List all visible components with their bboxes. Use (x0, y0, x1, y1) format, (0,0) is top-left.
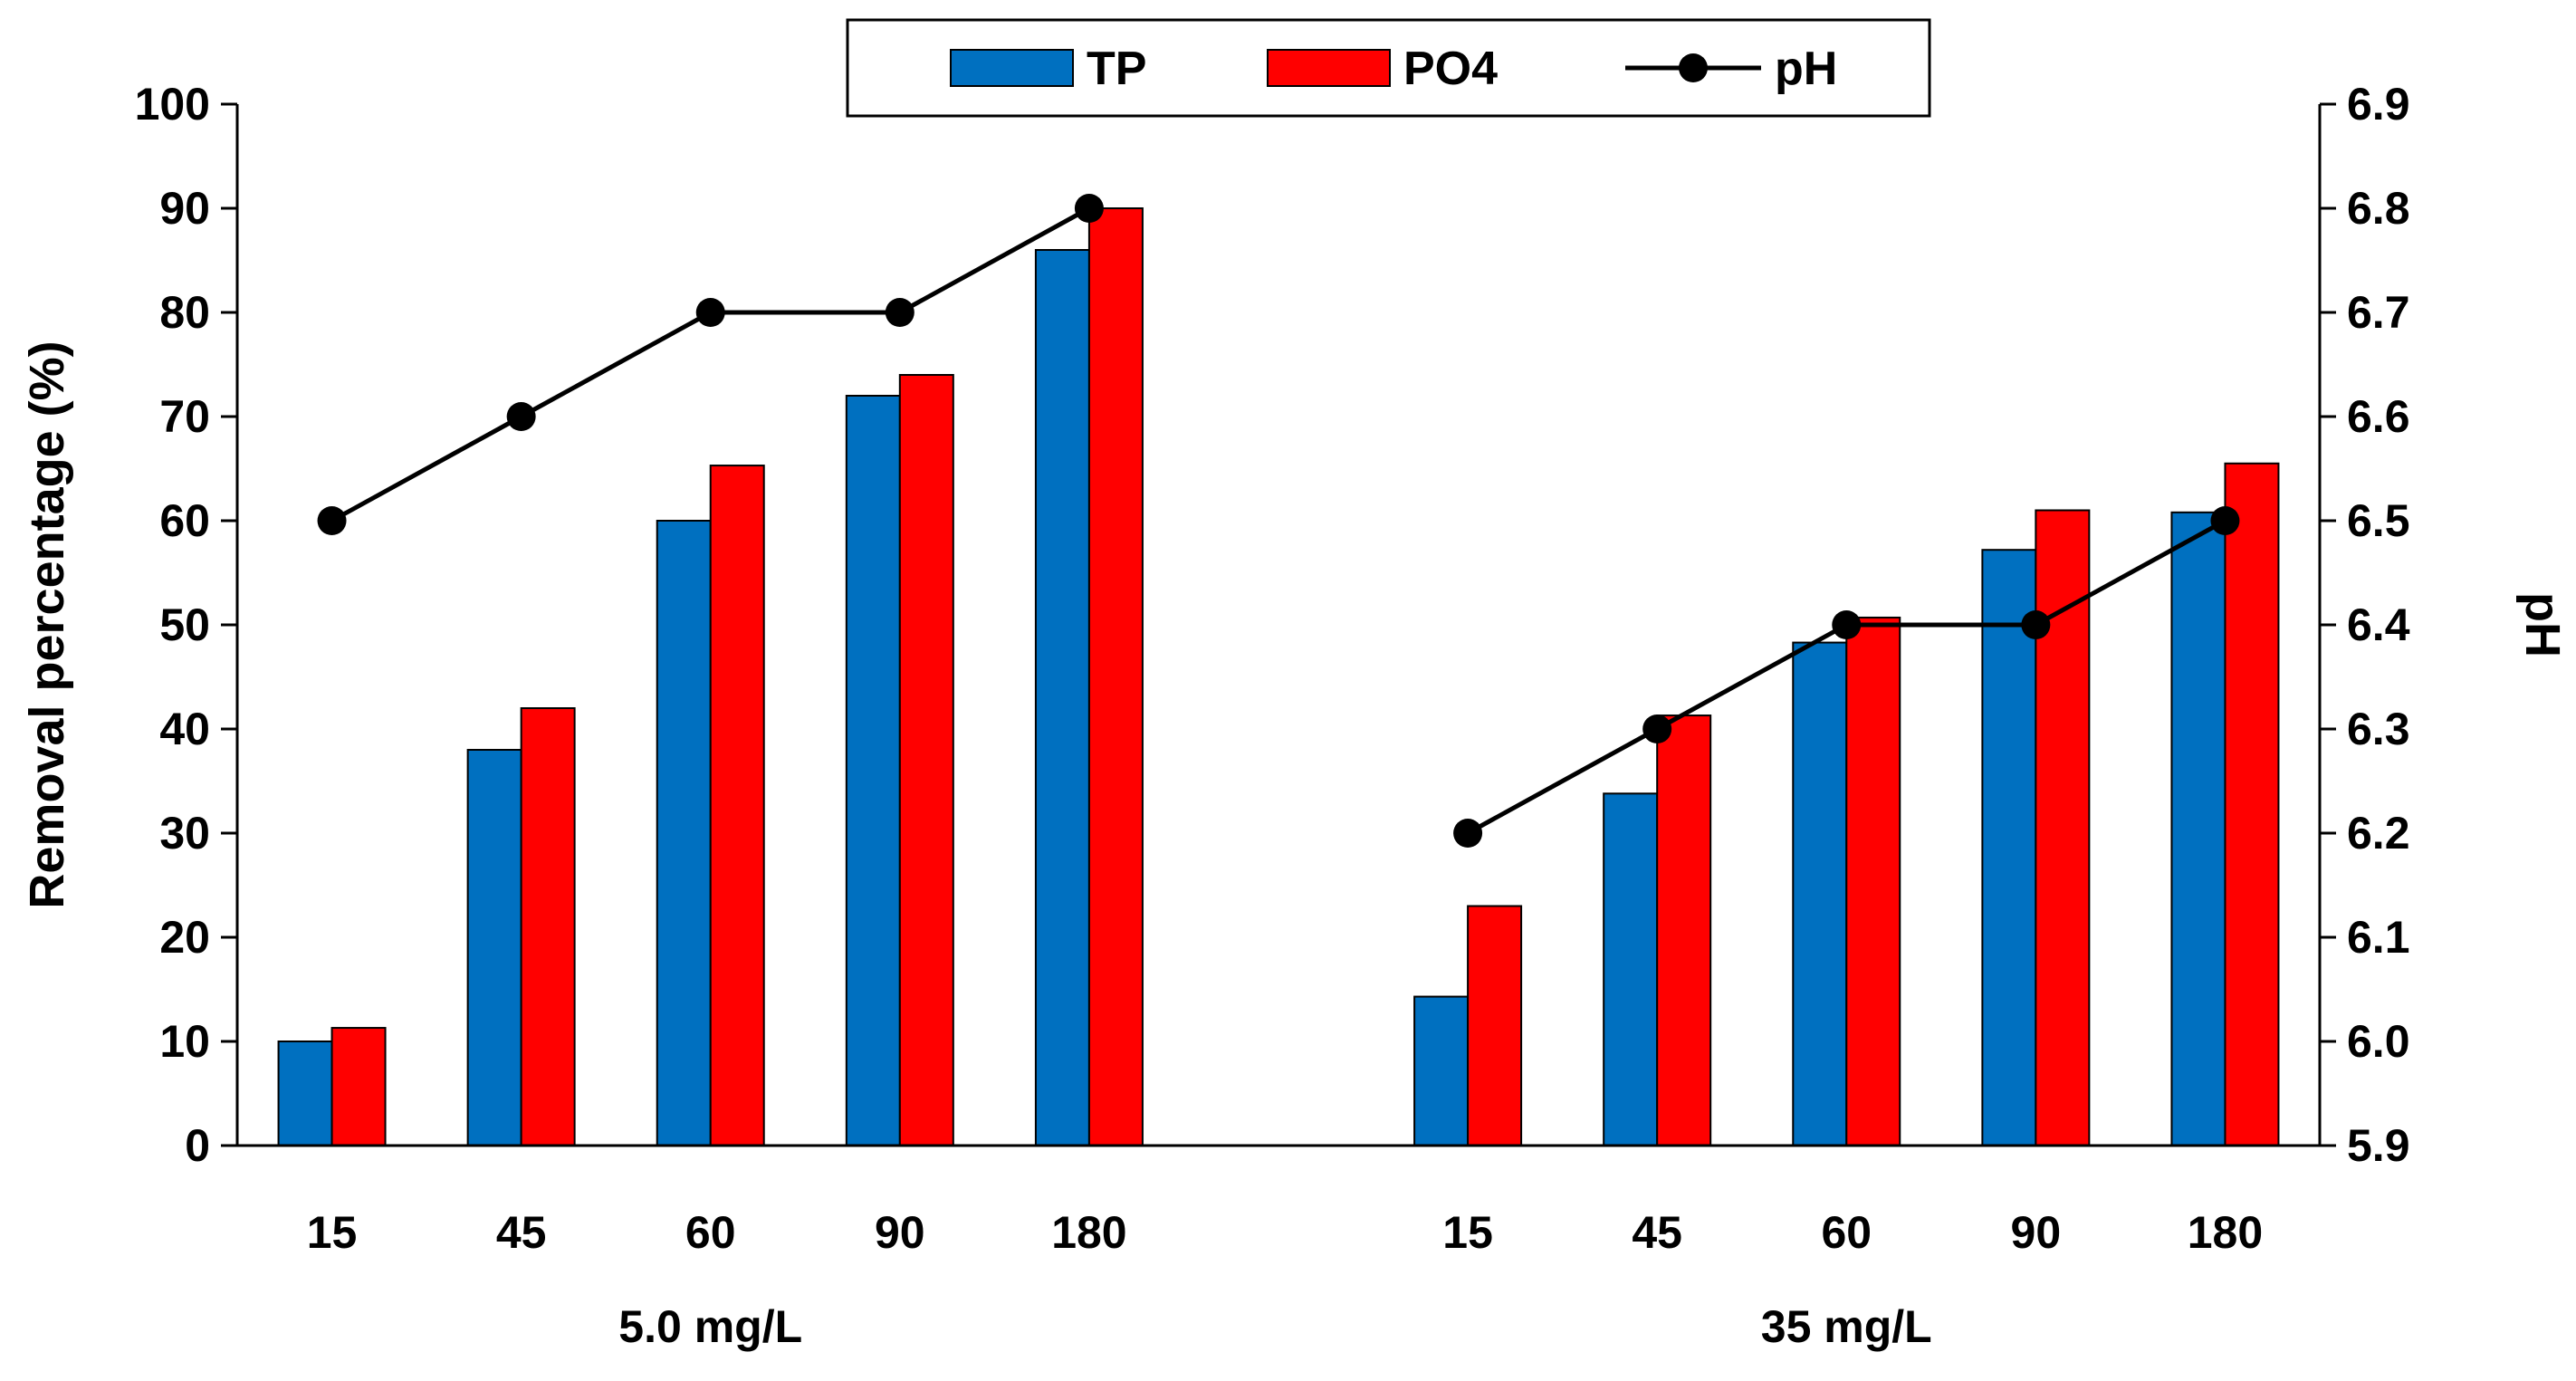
legend-swatch-ph-marker (1679, 53, 1708, 82)
y2-tick-label-4: 6.3 (2347, 704, 2410, 754)
ph-point-0-1 (506, 402, 536, 431)
bar-tp-0-4 (1034, 249, 1090, 1146)
ph-point-0-2 (695, 298, 725, 327)
legend-swatch-tp (950, 49, 1074, 87)
ph-line-layer (317, 194, 2240, 848)
y2-tick-label-5: 6.4 (2347, 599, 2410, 650)
bar-po4-0-2 (709, 465, 765, 1146)
y2-tick-label-6: 6.5 (2347, 495, 2410, 546)
y2-axis-title: pH (2515, 592, 2570, 657)
y2-tick-label-8: 6.7 (2347, 287, 2410, 338)
legend-label-tp: TP (1087, 43, 1146, 95)
y2-tick-label-9: 6.8 (2347, 183, 2410, 234)
bar-po4-0-3 (898, 374, 954, 1146)
bar-po4-1-4 (2224, 462, 2280, 1146)
ph-point-0-3 (885, 298, 915, 327)
bar-tp-1-2 (1792, 641, 1848, 1146)
bar-po4-0-4 (1087, 207, 1144, 1146)
legend: TP PO4 pH (846, 18, 1931, 118)
y-axis-title: Removal percentage (%) (20, 340, 74, 908)
bar-po4-1-2 (1845, 616, 1901, 1146)
y-tick-label-8: 80 (159, 287, 210, 338)
legend-label-po4: PO4 (1403, 43, 1498, 95)
y-tick-label-9: 90 (159, 183, 210, 234)
bars-layer (277, 207, 2280, 1147)
y-tick-label-4: 40 (159, 704, 210, 754)
ph-point-1-2 (1832, 610, 1862, 639)
x-tick-label-1-2: 60 (1821, 1207, 1872, 1258)
legend-label-ph: pH (1775, 43, 1837, 95)
x-tick-label-0-4: 180 (1051, 1207, 1126, 1258)
bar-po4-0-1 (520, 707, 576, 1146)
bar-tp-1-3 (1981, 549, 2037, 1146)
x-tick-label-1-1: 45 (1632, 1207, 1682, 1258)
bar-po4-1-3 (2035, 509, 2091, 1146)
x-tick-label-1-3: 90 (2011, 1207, 2062, 1258)
y2-tick-label-3: 6.2 (2347, 808, 2410, 858)
y2-tick-label-2: 6.1 (2347, 912, 2410, 963)
bar-tp-1-4 (2170, 511, 2226, 1146)
x-tick-label-0-1: 45 (496, 1207, 547, 1258)
x-tick-label-0-0: 15 (307, 1207, 358, 1258)
group-label-0: 5.0 mg/L (618, 1301, 802, 1352)
y-tick-label-10: 100 (135, 79, 210, 129)
y2-tick-label-10: 6.9 (2347, 79, 2410, 129)
bar-tp-0-2 (656, 520, 712, 1146)
x-tick-label-1-4: 180 (2188, 1207, 2263, 1258)
y-tick-label-2: 20 (159, 912, 210, 963)
ph-point-0-0 (317, 506, 347, 535)
bar-tp-1-1 (1603, 792, 1659, 1146)
x-tick-label-0-3: 90 (875, 1207, 925, 1258)
ph-point-1-4 (2210, 506, 2240, 535)
legend-swatch-po4 (1267, 49, 1391, 87)
y2-tick-label-1: 6.0 (2347, 1016, 2410, 1067)
ph-point-1-3 (2021, 610, 2051, 639)
bar-po4-0-0 (330, 1027, 387, 1147)
bar-tp-0-0 (277, 1041, 333, 1146)
bar-tp-1-0 (1413, 995, 1470, 1147)
y2-tick-label-0: 5.9 (2347, 1120, 2410, 1171)
x-tick-label-0-2: 60 (685, 1207, 736, 1258)
labels-layer: 15 45 60 90 180 5.0 mg/L 15 45 60 90 180 35 mg/L 0 10… (20, 79, 2570, 1352)
y-tick-label-1: 10 (159, 1016, 210, 1067)
y-tick-label-5: 50 (159, 599, 210, 650)
group-label-1: 35 mg/L (1761, 1301, 1932, 1352)
y-tick-label-3: 30 (159, 808, 210, 858)
axes-layer (221, 102, 2336, 1147)
bar-po4-1-0 (1467, 905, 1523, 1146)
y2-tick-label-7: 6.6 (2347, 391, 2410, 442)
ph-point-1-0 (1453, 819, 1483, 848)
ph-point-0-4 (1074, 194, 1104, 223)
y-tick-label-6: 60 (159, 495, 210, 546)
bar-tp-0-3 (845, 395, 901, 1146)
bar-tp-0-1 (466, 749, 522, 1146)
y-tick-label-7: 70 (159, 391, 210, 442)
ph-point-1-1 (1642, 714, 1672, 743)
y-tick-label-0: 0 (185, 1120, 210, 1171)
x-tick-label-1-0: 15 (1442, 1207, 1493, 1258)
bar-po4-1-1 (1656, 714, 1712, 1146)
